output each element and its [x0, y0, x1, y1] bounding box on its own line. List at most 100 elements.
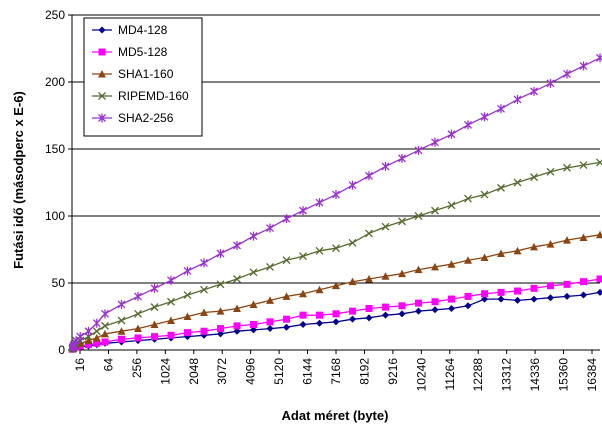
legend-label: SHA2-256 [118, 111, 174, 125]
data-point [465, 302, 472, 309]
data-point [93, 319, 100, 328]
data-point [201, 286, 208, 293]
data-point [316, 320, 323, 327]
data-point [481, 112, 488, 121]
data-point [481, 290, 488, 297]
data-point [184, 329, 191, 336]
x-tick-label: 3072 [215, 358, 229, 385]
data-point [547, 282, 554, 289]
data-point [250, 269, 257, 276]
data-point [267, 325, 274, 332]
data-point [300, 206, 307, 215]
data-point [415, 308, 422, 315]
y-tick-label: 250 [45, 8, 65, 22]
data-point [333, 310, 340, 317]
data-point [531, 285, 538, 292]
data-point [382, 312, 389, 319]
x-tick-label: 14336 [528, 358, 542, 392]
data-point [432, 306, 439, 313]
data-point [531, 296, 538, 303]
data-point [382, 162, 389, 171]
data-point [382, 304, 389, 311]
data-point [300, 312, 307, 319]
data-point [448, 305, 455, 312]
data-point [99, 49, 106, 56]
data-point [448, 296, 455, 303]
data-point [300, 321, 307, 328]
x-tick-label: 4096 [244, 358, 258, 385]
series-md4-128 [69, 289, 602, 353]
data-point [118, 300, 125, 309]
y-tick-label: 0 [58, 343, 65, 357]
data-point [580, 278, 587, 285]
data-point [498, 104, 505, 113]
data-point [597, 53, 602, 62]
data-point [564, 281, 571, 288]
data-point [267, 224, 274, 233]
data-point [333, 318, 340, 325]
legend-label: MD4-128 [118, 23, 168, 37]
data-point [432, 298, 439, 305]
data-point [596, 231, 602, 239]
data-point [366, 171, 373, 180]
data-point [184, 292, 191, 299]
data-point [547, 294, 554, 301]
data-point [580, 61, 587, 70]
data-point [151, 304, 158, 311]
data-point [432, 138, 439, 147]
data-point [366, 305, 373, 312]
legend-label: RIPEMD-160 [118, 89, 189, 103]
data-point [77, 332, 84, 341]
data-point [514, 288, 521, 295]
x-tick-label: 2048 [187, 358, 201, 385]
y-tick-label: 100 [45, 209, 65, 223]
x-tick-label: 12288 [471, 358, 485, 392]
data-point [217, 281, 224, 288]
data-point [217, 249, 224, 258]
data-point [514, 297, 521, 304]
x-tick-label: 8192 [357, 358, 371, 385]
data-point [168, 298, 175, 305]
data-point [349, 316, 356, 323]
data-point [118, 317, 125, 324]
data-point [382, 223, 389, 230]
data-point [93, 334, 101, 342]
data-point [349, 181, 356, 190]
x-tick-label: 6144 [301, 358, 315, 385]
data-point [234, 275, 241, 282]
y-tick-label: 200 [45, 75, 65, 89]
x-tick-label: 15360 [557, 358, 571, 392]
data-point [597, 275, 602, 282]
data-point [267, 318, 274, 325]
data-point [168, 332, 175, 339]
x-tick-label: 64 [101, 358, 115, 372]
x-tick-label: 1024 [158, 358, 172, 385]
data-point [514, 179, 521, 186]
data-point [498, 184, 505, 191]
data-point [564, 69, 571, 78]
data-point [250, 321, 257, 328]
data-point [399, 310, 406, 317]
data-point [234, 241, 241, 250]
data-point [184, 266, 191, 275]
x-axis-title: Adat méret (byte) [282, 408, 389, 423]
data-point [448, 130, 455, 139]
data-point [283, 316, 290, 323]
data-point [547, 79, 554, 88]
data-point [498, 296, 505, 303]
y-tick-label: 150 [45, 142, 65, 156]
data-point [448, 202, 455, 209]
data-point [514, 95, 521, 104]
data-point [366, 314, 373, 321]
x-tick-label: 9216 [386, 358, 400, 385]
data-point [349, 239, 356, 246]
data-point [316, 198, 323, 207]
data-point [366, 230, 373, 237]
data-point [267, 263, 274, 270]
y-axis-title: Futási idő (másodperc x E-6) [11, 91, 26, 269]
legend-label: SHA1-160 [118, 67, 174, 81]
data-point [531, 174, 538, 181]
data-point [531, 87, 538, 96]
data-point [316, 312, 323, 319]
